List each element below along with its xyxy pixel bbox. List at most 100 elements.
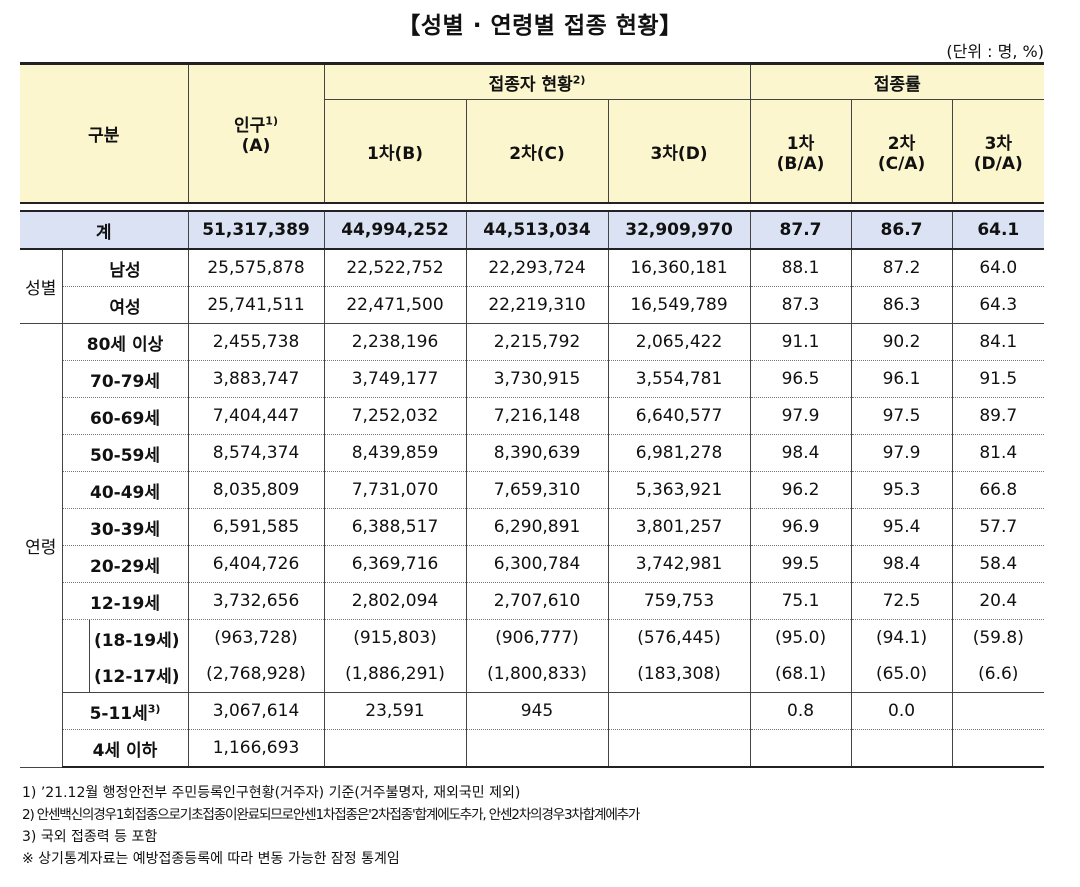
cell-rate1: 75.1 — [749, 582, 852, 620]
cell-dose1 — [323, 729, 466, 768]
cell-rate3: 64.1 — [951, 210, 1045, 250]
cell-dose2: 44,513,034 — [465, 210, 609, 250]
cell-rate1 — [749, 729, 852, 768]
cell-population: 6,404,726 — [187, 545, 324, 583]
cell-rate2: 87.2 — [850, 249, 953, 287]
cell-rate2: 86.7 — [850, 210, 953, 250]
age-row: 60-69세 7,404,447 7,252,032 7,216,148 6,640,5… — [20, 397, 1045, 435]
cell-rate1: 96.5 — [749, 360, 852, 398]
cell-dose1: 22,522,752 — [323, 249, 466, 287]
header-population: 인구1) (A) — [187, 62, 325, 204]
cell-dose3: (576,445) — [607, 619, 751, 656]
cell-dose2: 6,300,784 — [465, 545, 608, 583]
footnote: 2) 안센백신의경우1회접종으로기초접종이완료되므로안센1차접종은'2차접종'합… — [22, 807, 640, 823]
cell-dose2: 7,216,148 — [465, 397, 608, 435]
cell-dose3: 2,065,422 — [607, 323, 751, 361]
cell-rate2: (65.0) — [850, 656, 953, 693]
cell-rate3: 64.0 — [951, 249, 1045, 287]
cell-rate3 — [951, 692, 1045, 730]
cell-dose1: 44,994,252 — [323, 210, 467, 250]
cell-rate2: (94.1) — [850, 619, 953, 656]
header-dose1: 1차(B) — [323, 99, 467, 204]
cell-rate2: 97.9 — [850, 434, 953, 472]
cell-rate1: (68.1) — [749, 656, 852, 693]
footnotes: 1) ’21.12월 행정안전부 주민등록인구현황(거주자) 기준(거주불명자,… — [22, 782, 640, 870]
cell-population: 3,067,614 — [187, 692, 324, 730]
cell-dose3: 3,801,257 — [607, 508, 751, 546]
cell-dose3: (183,308) — [607, 656, 751, 693]
cell-rate3 — [951, 729, 1045, 768]
cell-dose1: 7,731,070 — [323, 471, 466, 509]
age-sub-row: (18-19세) (963,728) (915,803) (906,777) (576,… — [20, 619, 1045, 656]
sex-row: 성별 남성 25,575,878 22,522,752 22,293,724 16,360… — [20, 249, 1045, 324]
cell-population: 8,035,809 — [187, 471, 324, 509]
cell-dose1: 3,749,177 — [323, 360, 466, 398]
cell-dose2: 7,659,310 — [465, 471, 608, 509]
cell-dose1: 2,238,196 — [323, 323, 466, 361]
age-row: 40-49세 8,035,809 7,731,070 7,659,310 5,363,9… — [20, 471, 1045, 509]
cell-dose1: 22,471,500 — [323, 286, 466, 324]
cell-dose2: 2,707,610 — [465, 582, 608, 620]
age-row: 4세 이하 1,166,693 — [20, 729, 1045, 768]
cell-dose2 — [465, 729, 608, 768]
cell-rate1: 97.9 — [749, 397, 852, 435]
header-vaccinated: 접종자 현황2) — [323, 62, 751, 100]
cell-rate3: (59.8) — [951, 619, 1045, 656]
cell-rate3: (6.6) — [951, 656, 1045, 693]
cell-dose2: 6,290,891 — [465, 508, 608, 546]
cell-rate3: 58.4 — [951, 545, 1045, 583]
cell-population: 8,574,374 — [187, 434, 324, 472]
cell-population: 3,732,656 — [187, 582, 324, 620]
cell-dose2: 22,219,310 — [465, 286, 608, 324]
header-rate1: 1차 (B/A) — [749, 99, 852, 204]
cell-population: 25,575,878 — [187, 249, 324, 287]
cell-dose3 — [607, 729, 751, 768]
cell-rate3: 89.7 — [951, 397, 1045, 435]
cell-population: (2,768,928) — [187, 656, 324, 693]
age-row: 20-29세 6,404,726 6,369,716 6,300,784 3,742,9… — [20, 545, 1045, 583]
cell-dose2: (906,777) — [465, 619, 608, 656]
cell-rate1: 96.2 — [749, 471, 852, 509]
cell-dose2: 2,215,792 — [465, 323, 608, 361]
unit-label: (단위 : 명, %) — [946, 42, 1044, 61]
cell-population: 6,591,585 — [187, 508, 324, 546]
cell-rate1: 96.9 — [749, 508, 852, 546]
page-title: 【성별 · 연령별 접종 현황】 — [397, 13, 683, 39]
cell-rate2: 0.0 — [850, 692, 953, 730]
cell-rate3: 91.5 — [951, 360, 1045, 398]
cell-dose3: 16,360,181 — [607, 249, 751, 287]
cell-population: (963,728) — [187, 619, 324, 656]
cell-rate3: 64.3 — [951, 286, 1045, 324]
cell-rate3: 81.4 — [951, 434, 1045, 472]
cell-dose3: 6,640,577 — [607, 397, 751, 435]
header-dose3: 3차(D) — [607, 99, 751, 204]
cell-rate3: 20.4 — [951, 582, 1045, 620]
age-row: 50-59세 8,574,374 8,439,859 8,390,639 6,981,2… — [20, 434, 1045, 472]
header-category: 구분 — [20, 62, 189, 204]
cell-dose1: 23,591 — [323, 692, 466, 730]
row-label: 60-69세 — [61, 397, 188, 435]
cell-population: 25,741,511 — [187, 286, 324, 324]
cell-rate1: 88.1 — [749, 249, 852, 287]
cell-rate2: 95.3 — [850, 471, 953, 509]
cell-dose3: 6,981,278 — [607, 434, 751, 472]
footnote: ※ 상기통계자료는 예방접종등록에 따라 변동 가능한 잠정 통계임 — [22, 851, 400, 867]
cell-dose2: 8,390,639 — [465, 434, 608, 472]
cell-rate1: 87.3 — [749, 286, 852, 324]
cell-rate1: 99.5 — [749, 545, 852, 583]
cell-rate1: 98.4 — [749, 434, 852, 472]
cell-dose2: 945 — [465, 692, 608, 730]
cell-dose1: 2,802,094 — [323, 582, 466, 620]
cell-rate2: 98.4 — [850, 545, 953, 583]
cell-population: 1,166,693 — [187, 729, 324, 768]
row-label: 20-29세 — [61, 545, 188, 583]
cell-dose1: (1,886,291) — [323, 656, 466, 693]
cell-rate2: 90.2 — [850, 323, 953, 361]
row-label: 계 — [20, 210, 189, 250]
cell-dose3: 3,742,981 — [607, 545, 751, 583]
cell-dose3: 16,549,789 — [607, 286, 751, 324]
age-row: 70-79세 3,883,747 3,749,177 3,730,915 3,554,7… — [20, 360, 1045, 398]
total-row: 계 51,317,389 44,994,252 44,513,034 32,90… — [20, 210, 1045, 250]
cell-dose1: 8,439,859 — [323, 434, 466, 472]
row-label: 40-49세 — [61, 471, 188, 509]
